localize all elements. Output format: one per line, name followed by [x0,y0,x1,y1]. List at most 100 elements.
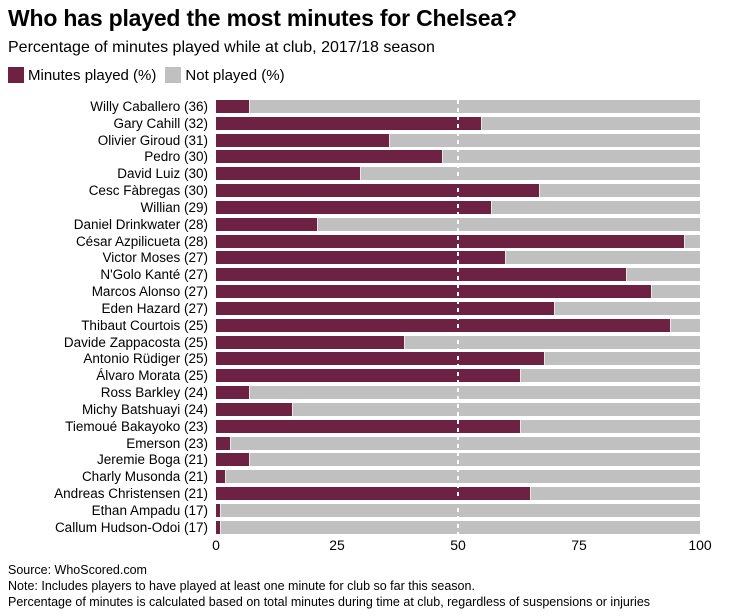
player-label: Willian (29) [140,199,208,215]
bar-minutes-played [216,335,405,349]
note-text: Note: Includes players to have played at… [8,579,475,593]
x-axis-tick-label: 25 [329,537,345,553]
bar-minutes-played [216,318,671,332]
legend-label-minutes-played: Minutes played (%) [28,66,157,84]
bar-minutes-played [216,268,628,282]
player-row: Eden Hazard (27) [8,302,700,315]
player-label: Thibaut Courtois (25) [81,317,208,333]
player-label: Álvaro Morata (25) [96,368,208,384]
footer: Source: WhoScored.com Note: Includes pla… [8,562,730,610]
legend: Minutes played (%) Not played (%) [8,66,730,84]
x-axis-tick-label: 50 [450,537,466,553]
player-row: Jeremie Boga (21) [8,452,700,468]
bar-not-played [216,167,700,181]
bar-minutes-played [216,520,221,534]
bar-minutes-played [216,167,362,181]
x-axis-tick-label: 100 [688,537,712,553]
bar-not-played [216,436,700,450]
player-row: Emerson (23) [8,435,700,451]
player-label: N'Golo Kanté (27) [100,267,208,283]
player-label: Willy Caballero (36) [90,99,208,114]
bar-minutes-played [216,184,541,198]
player-label: Cesc Fàbregas (30) [88,183,208,199]
x-axis: 0 25 50 75 100 [212,537,712,555]
bar-minutes-played [216,116,483,130]
player-label: Davide Zappacosta (25) [63,334,208,350]
bar-minutes-played [216,133,391,147]
bar-minutes-played [216,352,546,366]
player-label: Ross Barkley (24) [100,385,208,401]
bar-not-played [216,487,700,501]
source-text: Source: WhoScored.com [8,563,147,577]
player-label: Emerson (23) [126,435,208,451]
bar-not-played [216,184,700,198]
player-label: César Azpilicueta (28) [75,233,208,249]
x-axis-tick-label: 75 [571,537,587,553]
player-label: Jeremie Boga (21) [96,452,208,468]
player-label: Eden Hazard (27) [101,300,208,316]
bar-minutes-played [216,419,521,433]
bar-minutes-played [216,200,492,214]
bar-minutes-played [216,234,686,248]
player-row: Gary Cahill (32) [8,117,700,130]
bar-minutes-played [216,436,231,450]
player-row: Daniel Drinkwater (28) [8,218,700,231]
player-row: Andreas Christensen (21) [8,487,700,500]
bar-minutes-played [216,487,531,501]
player-row: Victor Moses (27) [8,250,700,266]
player-label: Charly Musonda (21) [81,469,208,485]
player-label: Tiemoué Bakayoko (23) [65,418,208,434]
player-row: Charly Musonda (21) [8,470,700,483]
reference-line-overlay [216,100,700,534]
player-row: N'Golo Kanté (27) [8,267,700,283]
bar-not-played [216,520,700,534]
bar-not-played [216,335,700,349]
bar-minutes-played [216,369,521,383]
bar-minutes-played [216,301,555,315]
player-row: Antonio Rüdiger (25) [8,351,700,367]
bar-not-played [216,402,700,416]
bar-not-played [216,251,700,265]
note-text-2: Percentage of minutes is calculated base… [8,595,651,609]
player-label: Pedro (30) [144,149,208,165]
bar-minutes-played [216,150,444,164]
bar-not-played [216,150,700,164]
player-row: Cesc Fàbregas (30) [8,184,700,197]
player-row: Willy Caballero (36) [8,100,700,113]
fifty-percent-reference-line [457,100,459,534]
player-row: Olivier Giroud (31) [8,133,700,147]
bar-not-played [216,369,700,383]
legend-swatch-not-played [165,67,182,83]
player-row: Marcos Alonso (27) [8,285,700,298]
bar-not-played [216,453,700,467]
bar-not-played [216,386,700,400]
page-subtitle: Percentage of minutes played while at cl… [8,39,435,56]
bar-not-played [216,470,700,484]
player-row: César Azpilicueta (28) [8,233,700,249]
bar-minutes-played [216,217,318,231]
bar-minutes-played [216,503,221,517]
stacked-bar-chart: Willy Caballero (36) Gary Cahill (32) Oliv… [8,100,712,555]
legend-swatch-minutes-played [8,67,24,83]
player-label: Antonio Rüdiger (25) [83,351,208,367]
bar-not-played [216,200,700,214]
bar-minutes-played [216,100,250,113]
bar-not-played [216,116,700,130]
legend-label-not-played: Not played (%) [185,66,285,84]
bar-not-played [216,285,700,299]
player-row: Davide Zappacosta (25) [8,334,700,350]
player-row: Willian (29) [8,201,700,214]
player-label: Marcos Alonso (27) [91,284,208,300]
player-row: Ethan Ampadu (17) [8,504,700,517]
bar-not-played [216,133,700,147]
player-row: Ross Barkley (24) [8,386,700,399]
bar-minutes-played [216,402,294,416]
bar-not-played [216,318,700,332]
player-label: Victor Moses (27) [102,250,208,266]
bar-minutes-played [216,285,652,299]
bar-minutes-played [216,470,226,484]
bar-minutes-played [216,386,250,400]
bar-not-played [216,234,700,248]
player-label: David Luiz (30) [117,166,208,182]
